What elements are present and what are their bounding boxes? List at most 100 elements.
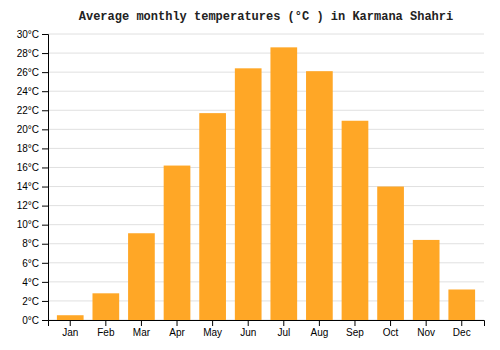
tick-mark bbox=[42, 187, 48, 188]
tick-label: 14°C bbox=[17, 181, 39, 192]
tick: Jun bbox=[240, 320, 256, 338]
grid-line bbox=[48, 129, 484, 130]
tick: 12°C bbox=[17, 200, 48, 211]
tick: 24°C bbox=[17, 86, 48, 97]
tick-label: 22°C bbox=[17, 105, 39, 116]
tick-label: 24°C bbox=[17, 86, 39, 97]
tick: Feb bbox=[97, 320, 115, 338]
tick: 18°C bbox=[17, 143, 48, 154]
tick-mark bbox=[42, 225, 48, 226]
chart: JanFebMarAprMayJunJulAugSepOctNovDec0°C2… bbox=[0, 0, 500, 350]
grid-line bbox=[48, 186, 484, 187]
tick-mark bbox=[319, 320, 320, 326]
grid-line bbox=[48, 91, 484, 92]
tick: Aug bbox=[310, 320, 328, 338]
bar bbox=[413, 240, 440, 320]
tick: Oct bbox=[383, 320, 399, 338]
tick-mark bbox=[42, 301, 48, 302]
tick-mark bbox=[177, 320, 178, 326]
bar bbox=[164, 166, 191, 320]
tick: 20°C bbox=[17, 124, 48, 135]
tick-label: 30°C bbox=[17, 29, 39, 40]
x-axis: JanFebMarAprMayJunJulAugSepOctNovDec bbox=[49, 320, 485, 338]
tick-mark bbox=[42, 282, 48, 283]
grid-line bbox=[48, 224, 484, 225]
tick-label: Apr bbox=[169, 327, 185, 338]
title: Average monthly temperatures (°C ) in Ka… bbox=[79, 10, 453, 24]
tick-mark bbox=[42, 148, 48, 149]
tick-mark bbox=[212, 320, 213, 326]
tick: 4°C bbox=[22, 277, 48, 288]
tick-label: Feb bbox=[97, 327, 115, 338]
plot-area: JanFebMarAprMayJunJulAugSepOctNovDec0°C2… bbox=[17, 29, 485, 338]
tick: 22°C bbox=[17, 105, 48, 116]
bars bbox=[57, 47, 475, 320]
tick-mark bbox=[461, 320, 462, 326]
tick-label: 2°C bbox=[22, 296, 39, 307]
tick: 14°C bbox=[17, 181, 48, 192]
tick-label: Mar bbox=[133, 327, 151, 338]
grid-line bbox=[48, 148, 484, 149]
tick-label: 18°C bbox=[17, 143, 39, 154]
grid-line bbox=[48, 53, 484, 54]
tick: Jan bbox=[62, 320, 78, 338]
tick: 16°C bbox=[17, 162, 48, 173]
tick-mark bbox=[42, 110, 48, 111]
tick-label: Jan bbox=[62, 327, 78, 338]
bar bbox=[306, 71, 333, 320]
tick-mark bbox=[42, 34, 48, 35]
bar bbox=[342, 121, 369, 320]
tick-label: 10°C bbox=[17, 219, 39, 230]
bar bbox=[448, 289, 475, 320]
grid-line bbox=[48, 72, 484, 73]
tick-label: 4°C bbox=[22, 277, 39, 288]
tick-mark bbox=[42, 244, 48, 245]
tick: 8°C bbox=[22, 238, 48, 249]
tick-label: 16°C bbox=[17, 162, 39, 173]
tick-mark bbox=[70, 320, 71, 326]
tick-mark bbox=[390, 320, 391, 326]
tick: 6°C bbox=[22, 258, 48, 269]
bar bbox=[199, 113, 226, 320]
tick-mark bbox=[42, 129, 48, 130]
tick-label: Jun bbox=[240, 327, 256, 338]
tick: Nov bbox=[417, 320, 435, 338]
tick-mark bbox=[105, 320, 106, 326]
tick-label: 6°C bbox=[22, 258, 39, 269]
grid bbox=[48, 34, 484, 320]
tick: Apr bbox=[169, 320, 185, 338]
tick-mark bbox=[42, 263, 48, 264]
bar bbox=[235, 68, 262, 320]
grid-line bbox=[48, 205, 484, 206]
tick: 28°C bbox=[17, 48, 48, 59]
tick-mark bbox=[42, 53, 48, 54]
tick-mark bbox=[42, 320, 48, 321]
tick: Sep bbox=[346, 320, 364, 338]
tick: Dec bbox=[453, 320, 471, 338]
bar bbox=[128, 233, 155, 320]
tick-label: Oct bbox=[383, 327, 399, 338]
grid-line bbox=[48, 110, 484, 111]
tick-mark bbox=[42, 91, 48, 92]
tick-mark bbox=[354, 320, 355, 326]
tick-label: 28°C bbox=[17, 48, 39, 59]
tick: May bbox=[203, 320, 222, 338]
tick-mark bbox=[42, 72, 48, 73]
tick: 26°C bbox=[17, 67, 48, 78]
axis-line bbox=[42, 35, 49, 321]
tick-mark bbox=[141, 320, 142, 326]
grid-line bbox=[48, 34, 484, 35]
tick: 30°C bbox=[17, 29, 48, 40]
grid-line bbox=[48, 167, 484, 168]
tick-label: Dec bbox=[453, 327, 471, 338]
bar bbox=[92, 293, 119, 320]
tick-mark bbox=[248, 320, 249, 326]
axis-line bbox=[49, 321, 485, 327]
tick-label: 0°C bbox=[22, 315, 39, 326]
tick-label: Nov bbox=[417, 327, 435, 338]
tick-mark bbox=[283, 320, 284, 326]
bar bbox=[270, 47, 297, 320]
tick-label: 12°C bbox=[17, 200, 39, 211]
tick-label: Sep bbox=[346, 327, 364, 338]
bar bbox=[377, 187, 404, 320]
